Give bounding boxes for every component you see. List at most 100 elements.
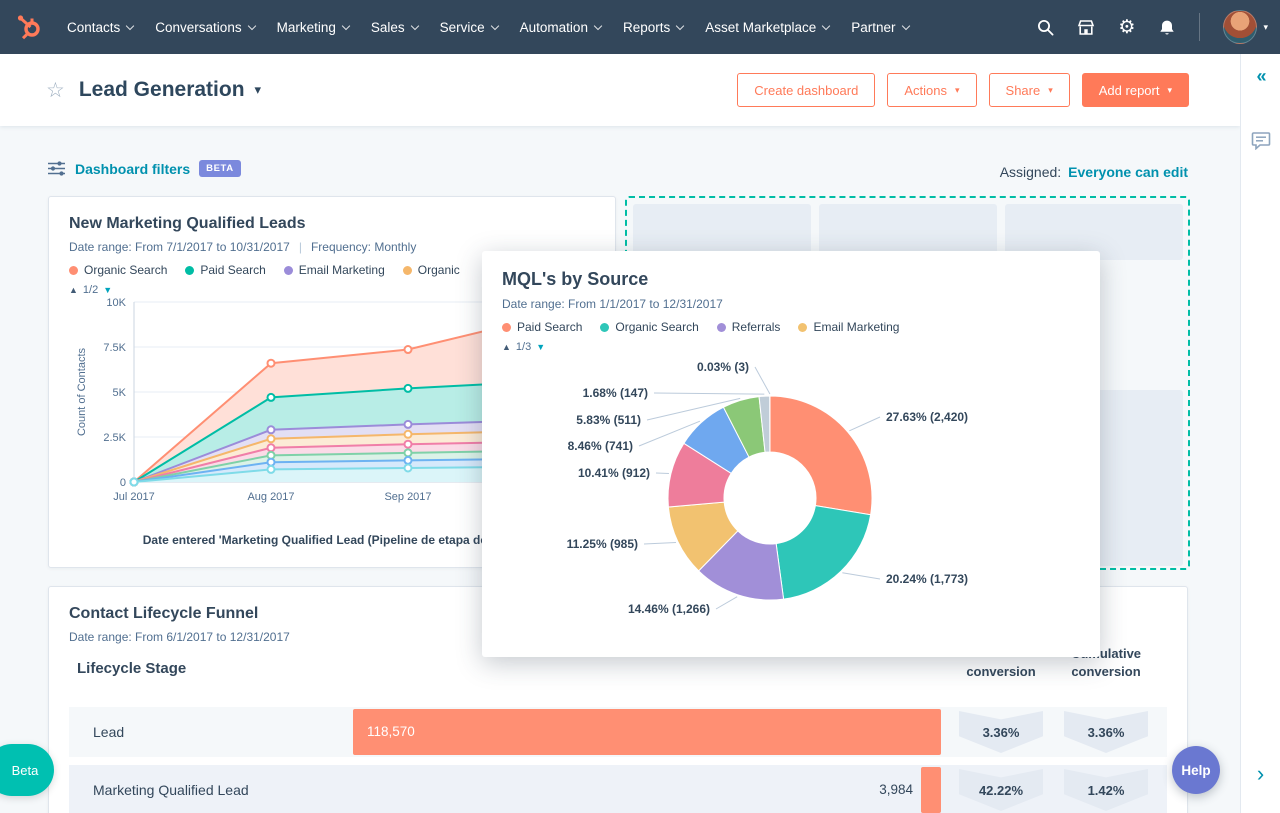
button-label: Share: [1005, 82, 1041, 98]
legend-item[interactable]: Paid Search: [502, 320, 582, 334]
legend-dot: [716, 322, 726, 332]
legend-item[interactable]: Organic Search: [600, 320, 699, 334]
nav-label: Contacts: [67, 19, 121, 35]
nav-utilities: ⚙ ▾: [1037, 10, 1280, 44]
legend-dot: [502, 322, 511, 332]
legend-dot: [402, 265, 412, 275]
funnel-row-mql: Marketing Qualified Lead 3,984 42.22% 1.…: [69, 765, 1167, 813]
avatar: [1223, 10, 1258, 44]
svg-text:Count of Contacts: Count of Contacts: [76, 347, 88, 436]
nav-item-marketing[interactable]: Marketing: [266, 0, 360, 54]
page-up-icon[interactable]: ▲: [69, 285, 78, 295]
frequency: Frequency: Monthly: [290, 240, 417, 254]
stage-value: 3,984: [879, 782, 913, 797]
collapse-panel-icon[interactable]: «: [1256, 66, 1266, 86]
page-down-icon[interactable]: ▼: [536, 342, 546, 352]
chevron-down-icon: ▾: [1048, 85, 1053, 95]
nav-label: Reports: [622, 19, 671, 35]
marketplace-icon[interactable]: [1077, 19, 1095, 36]
nav-item-contacts[interactable]: Contacts: [56, 0, 144, 54]
svg-text:10K: 10K: [106, 297, 126, 309]
nav-divider: [1199, 13, 1201, 41]
legend-item[interactable]: Email Marketing: [798, 320, 899, 334]
legend-label: Paid Search: [517, 320, 583, 334]
legend-dot: [69, 265, 78, 275]
comments-icon[interactable]: [1251, 131, 1271, 155]
actions-button[interactable]: Actions ▾: [887, 73, 977, 107]
cumulative-value: 3.36%: [1087, 724, 1125, 740]
nav-item-reports[interactable]: Reports: [612, 0, 694, 54]
search-icon[interactable]: [1037, 19, 1054, 36]
hubspot-sprocket-icon: [17, 14, 40, 39]
legend-label: Referrals: [731, 320, 781, 334]
header-buttons: Create dashboard Actions ▾ Share ▾ Add rep…: [737, 73, 1189, 107]
legend-label: Email Marketing: [813, 320, 900, 334]
expand-panel-icon[interactable]: ›: [1256, 761, 1265, 786]
favorite-star-icon[interactable]: ☆: [46, 78, 65, 102]
conversion-column-header: conversion: [966, 664, 1036, 679]
funnel-bar: 118,570: [353, 709, 941, 755]
svg-text:5.83% (511): 5.83% (511): [576, 413, 641, 427]
page-down-icon[interactable]: ▼: [103, 285, 113, 295]
legend-item[interactable]: Email Marketing: [283, 263, 385, 277]
page-indicator: 1/3: [515, 341, 532, 353]
stage-value: 118,570: [367, 724, 415, 739]
legend-pager: ▲ 1/2 ▼: [69, 284, 595, 296]
svg-text:2.5K: 2.5K: [103, 432, 126, 444]
report-title: MQL's by Source: [502, 269, 649, 289]
conversion-value: 3.36%: [982, 724, 1020, 740]
nav-label: Conversations: [155, 19, 242, 35]
settings-icon[interactable]: ⚙: [1118, 16, 1136, 38]
donut-chart: 27.63% (2,420) 20.24% (1,773) 14.46% (1,26…: [502, 353, 1080, 640]
nav-item-asset-marketplace[interactable]: Asset Marketplace: [694, 0, 840, 54]
svg-text:20.24% (1,773): 20.24% (1,773): [886, 572, 968, 586]
nav-item-service[interactable]: Service: [429, 0, 509, 54]
stage-label: Lead: [93, 724, 125, 740]
page-up-icon[interactable]: ▲: [502, 342, 511, 352]
legend-item[interactable]: Referrals: [716, 320, 781, 334]
chevron-down-icon: ▾: [1167, 85, 1172, 95]
funnel-row-lead: Lead 118,570 3.36% 3.36%: [69, 707, 1167, 757]
top-nav: Contacts Conversations Marketing Sales S…: [0, 0, 1280, 54]
svg-text:8.46% (741): 8.46% (741): [568, 439, 633, 453]
funnel-rows: Lead 118,570 3.36% 3.36% Marketing Quali…: [69, 707, 1167, 813]
share-button[interactable]: Share ▾: [988, 73, 1070, 107]
legend-pager: ▲ 1/3 ▼: [502, 341, 1080, 353]
card-mql-by-source[interactable]: MQL's by Source Date range: From 1/1/201…: [482, 251, 1100, 657]
dashboard-filters-label: Dashboard filters: [75, 160, 191, 177]
filter-sliders-icon: [48, 161, 65, 176]
nav-item-sales[interactable]: Sales: [360, 0, 429, 54]
create-dashboard-button[interactable]: Create dashboard: [737, 73, 876, 107]
dashboard-filters-button[interactable]: Dashboard filters BETA: [48, 160, 241, 177]
report-title: New Marketing Qualified Leads: [69, 215, 306, 232]
assigned-value-link[interactable]: Everyone can edit: [1068, 164, 1188, 180]
nav-item-automation[interactable]: Automation: [509, 0, 612, 54]
nav-item-conversations[interactable]: Conversations: [144, 0, 265, 54]
svg-text:Aug 2017: Aug 2017: [247, 491, 294, 503]
report-meta: Date range: From 7/1/2017 to 10/31/2017F…: [69, 240, 595, 254]
nav-label: Marketing: [276, 19, 336, 35]
account-menu[interactable]: ▾: [1223, 10, 1268, 44]
button-label: Create dashboard: [754, 82, 859, 98]
legend-item[interactable]: Organic: [402, 263, 460, 277]
dashboard-picker-caret-icon[interactable]: ▾: [254, 82, 262, 97]
legend-item[interactable]: Organic Search: [69, 263, 167, 277]
x-axis-caption: Date entered 'Marketing Qualified Lead (…: [142, 533, 522, 547]
beta-toggle-button[interactable]: Beta: [0, 744, 54, 796]
hubspot-logo[interactable]: [0, 0, 56, 54]
page-title[interactable]: Lead Generation: [78, 78, 245, 101]
help-button[interactable]: Help: [1172, 746, 1220, 794]
svg-text:5K: 5K: [113, 387, 127, 399]
legend-item[interactable]: Paid Search: [185, 263, 266, 277]
chevron-down-icon: ▾: [955, 85, 960, 95]
svg-text:14.46% (1,266): 14.46% (1,266): [628, 602, 710, 616]
notifications-icon[interactable]: [1158, 19, 1176, 36]
funnel-bar: [921, 767, 941, 813]
report-placeholder: [819, 204, 997, 260]
nav-label: Partner: [851, 19, 896, 35]
legend-dot: [600, 322, 610, 332]
add-report-button[interactable]: Add report ▾: [1081, 73, 1189, 107]
nav-item-partner[interactable]: Partner: [840, 0, 919, 54]
chevron-down-icon: ▾: [1263, 21, 1268, 32]
